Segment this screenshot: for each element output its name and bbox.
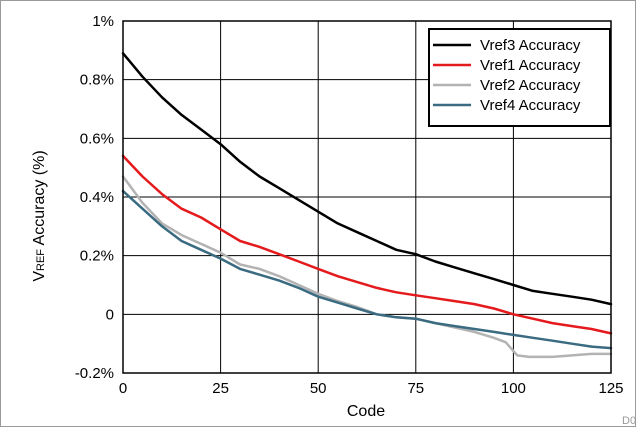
x-tick-label: 25 bbox=[212, 380, 229, 397]
y-tick-label: 1% bbox=[92, 13, 114, 30]
y-tick-label: 0.4% bbox=[80, 189, 114, 206]
y-tick-label: 0 bbox=[106, 306, 114, 323]
legend-items: Vref3 Accuracy Vref1 Accuracy Vref2 Accura… bbox=[433, 37, 581, 114]
y-axis-title-rest: Accuracy (%) bbox=[31, 150, 48, 249]
y-axis-title-sub: REF bbox=[35, 249, 47, 271]
series-layer bbox=[121, 52, 613, 359]
x-tick-label: 125 bbox=[598, 380, 623, 397]
x-tick-label: 75 bbox=[407, 380, 424, 397]
legend-label: Vref2 Accuracy bbox=[480, 77, 581, 94]
y-tick-label: 0.8% bbox=[80, 72, 114, 89]
series-line-1 bbox=[121, 52, 613, 306]
legend: Vref3 Accuracy Vref1 Accuracy Vref2 Accura… bbox=[428, 28, 611, 127]
y-tick-label: -0.2% bbox=[75, 365, 114, 382]
y-axis-title: VREF Accuracy (%) bbox=[31, 150, 48, 281]
legend-label: Vref4 Accuracy bbox=[480, 97, 581, 114]
y-axis-ticks: -0.2% 0 0.2% 0.4% 0.6% 0.8% 1% bbox=[75, 13, 114, 382]
plot-border bbox=[122, 20, 612, 374]
x-tick-label: 50 bbox=[310, 380, 327, 397]
y-axis-title-main: V bbox=[31, 271, 48, 282]
y-tick-label: 0.2% bbox=[80, 248, 114, 265]
figure-id: D006 bbox=[622, 415, 636, 427]
legend-label: Vref1 Accuracy bbox=[480, 57, 581, 74]
x-tick-label: 0 bbox=[119, 380, 127, 397]
series-line-4 bbox=[121, 189, 613, 350]
x-tick-label: 100 bbox=[501, 380, 526, 397]
x-axis-title: Code bbox=[347, 403, 385, 420]
x-axis-ticks: 0 25 50 75 100 125 bbox=[119, 380, 624, 397]
y-tick-label: 0.6% bbox=[80, 130, 114, 147]
series-line-2 bbox=[121, 154, 613, 335]
legend-label: Vref3 Accuracy bbox=[480, 37, 581, 54]
